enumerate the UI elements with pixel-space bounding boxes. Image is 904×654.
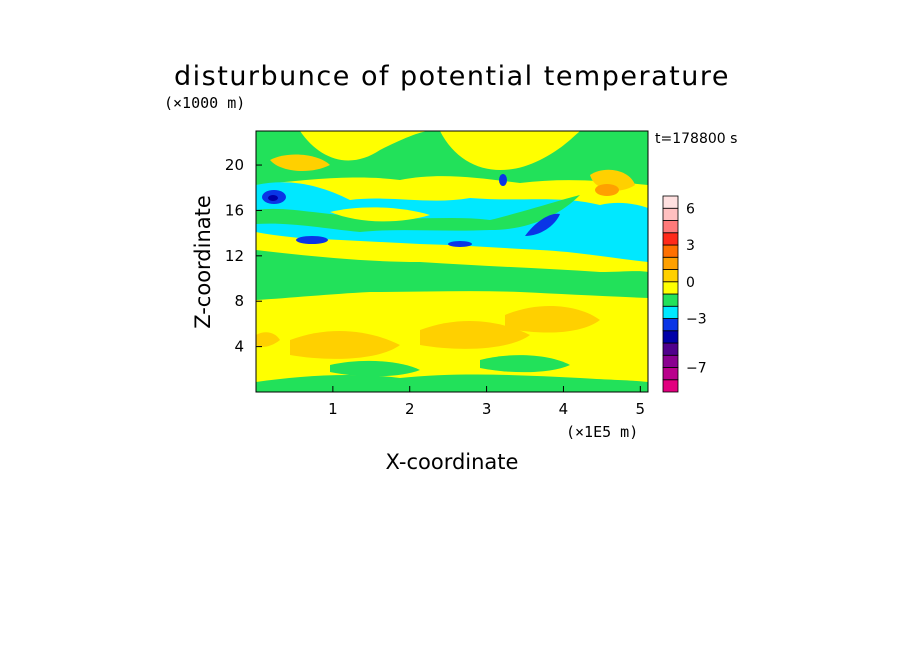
colorbar-swatch [662, 244, 679, 258]
y-tick-label: 12 [225, 247, 244, 265]
colorbar-swatch [662, 281, 679, 295]
x-tick-label: 2 [405, 400, 415, 418]
x-axis-label: X-coordinate [386, 450, 519, 474]
colorbar-label: 0 [686, 275, 695, 291]
chart-title: disturbunce of potential temperature [174, 61, 730, 92]
colorbar-swatch [662, 330, 679, 344]
colorbar-label: 6 [686, 201, 695, 217]
colorbar-swatch [662, 269, 679, 283]
y-tick-label: 8 [234, 292, 244, 310]
colorbar-swatch [662, 367, 679, 381]
y-axis-label: Z-coordinate [191, 195, 215, 329]
colorbar-label: −7 [686, 361, 707, 377]
colorbar: −7 −3 0 3 6 [662, 195, 707, 393]
plot-frame [255, 130, 649, 393]
colorbar-label: 3 [686, 238, 695, 254]
y-tick-label: 4 [234, 338, 244, 356]
x-tick-label: 5 [636, 400, 646, 418]
colorbar-swatch [662, 305, 679, 319]
colorbar-swatch [662, 256, 679, 270]
y-axis-ticks: 4 8 12 16 20 [225, 156, 262, 356]
colorbar-swatch [662, 232, 679, 246]
x-tick-label: 3 [482, 400, 492, 418]
x-tick-label: 4 [559, 400, 569, 418]
colorbar-swatch [662, 354, 679, 368]
colorbar-swatch [662, 207, 679, 221]
x-tick-label: 1 [328, 400, 338, 418]
x-unit-label: (×1E5 m) [566, 423, 638, 441]
y-unit-label: (×1000 m) [164, 94, 245, 112]
colorbar-swatch [662, 379, 679, 393]
colorbar-swatch [662, 195, 679, 209]
colorbar-swatch [662, 293, 679, 307]
contour-field [256, 131, 648, 392]
colorbar-label: −3 [686, 312, 707, 328]
colorbar-swatch [662, 342, 679, 356]
y-tick-label: 20 [225, 156, 244, 174]
time-label: t=178800 s [655, 131, 737, 147]
y-tick-label: 16 [225, 201, 244, 219]
x-axis-ticks: 1 2 3 4 5 [328, 386, 645, 418]
colorbar-swatch [662, 318, 679, 332]
colorbar-swatch [662, 220, 679, 234]
